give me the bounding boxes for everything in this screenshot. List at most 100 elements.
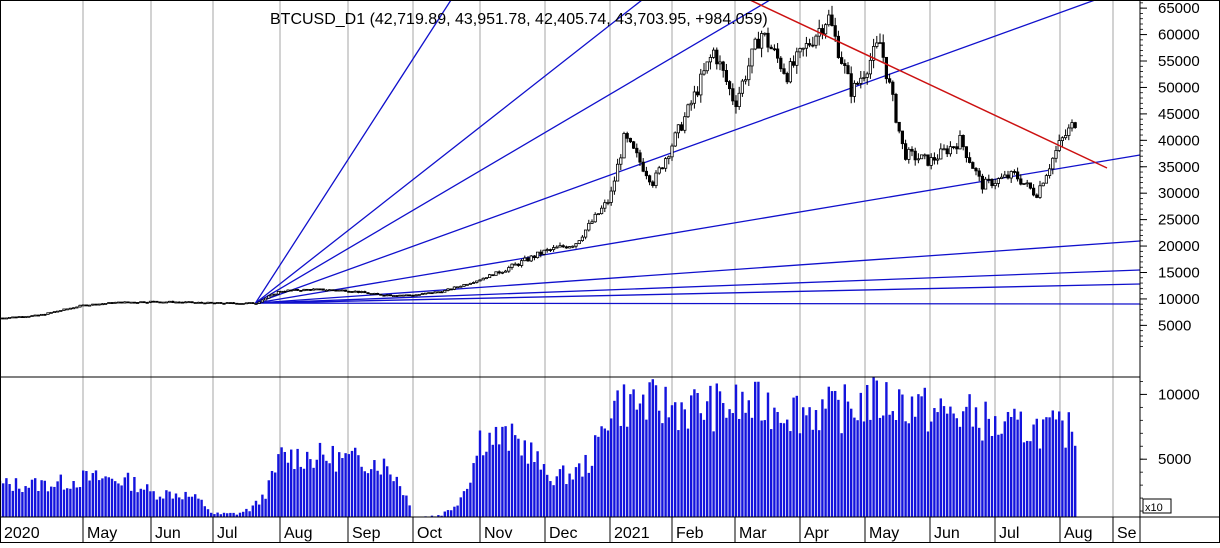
candle-body bbox=[124, 302, 126, 303]
volume-bar bbox=[479, 430, 481, 517]
candle-body bbox=[418, 294, 420, 295]
volume-bar bbox=[661, 423, 663, 517]
candle-body bbox=[405, 295, 407, 296]
volume-bar bbox=[860, 393, 862, 517]
volume-bar bbox=[21, 492, 23, 517]
candle-body bbox=[610, 191, 612, 202]
candle-body bbox=[645, 171, 647, 175]
volume-bar bbox=[495, 427, 497, 517]
candle-body bbox=[591, 222, 593, 224]
volume-bar bbox=[754, 382, 756, 517]
volume-bar bbox=[15, 478, 17, 517]
candle-body bbox=[527, 258, 529, 261]
candle-body bbox=[37, 315, 39, 316]
volume-bar bbox=[844, 384, 846, 517]
volume-bar bbox=[632, 389, 634, 517]
candle-body bbox=[15, 317, 17, 318]
volume-bar bbox=[386, 466, 388, 517]
volume-bar bbox=[1061, 421, 1063, 517]
volume-bar bbox=[741, 392, 743, 517]
candle-body bbox=[220, 302, 222, 303]
candle-body bbox=[767, 33, 769, 47]
volume-bar bbox=[594, 435, 596, 517]
volume-bar bbox=[1032, 425, 1034, 517]
volume-bar bbox=[706, 401, 708, 517]
volume-bar bbox=[274, 472, 276, 517]
volume-bar bbox=[242, 512, 244, 517]
candle-body bbox=[248, 303, 250, 304]
candle-body bbox=[578, 241, 580, 244]
volume-bar bbox=[460, 497, 462, 517]
volume-bar bbox=[684, 409, 686, 517]
gann-fan-line bbox=[255, 0, 770, 303]
volume-bar bbox=[1058, 411, 1060, 517]
candle-body bbox=[786, 73, 788, 81]
volume-bar bbox=[447, 510, 449, 517]
candle-body bbox=[92, 304, 94, 305]
candle-body bbox=[204, 303, 206, 304]
volume-bar bbox=[831, 391, 833, 517]
volume-bar bbox=[168, 492, 170, 517]
volume-bar bbox=[760, 421, 762, 517]
volume-bar bbox=[757, 382, 759, 517]
time-tick-label: Se bbox=[1117, 525, 1137, 542]
volume-bar bbox=[533, 462, 535, 517]
volume-bar bbox=[805, 415, 807, 517]
candle-body bbox=[424, 293, 426, 294]
volume-bar bbox=[828, 387, 830, 517]
candle-body bbox=[1055, 150, 1057, 158]
volume-bar bbox=[143, 490, 145, 517]
candle-body bbox=[274, 294, 276, 295]
candle-body bbox=[575, 244, 577, 247]
candle-body bbox=[53, 312, 55, 313]
volume-bar bbox=[389, 474, 391, 517]
candle-body bbox=[850, 74, 852, 97]
candle-body bbox=[732, 89, 734, 101]
volume-bar bbox=[501, 427, 503, 517]
volume-bar bbox=[405, 496, 407, 517]
candle-body bbox=[530, 256, 532, 261]
volume-bar bbox=[53, 487, 55, 517]
volume-bar bbox=[88, 480, 90, 517]
volume-bar bbox=[994, 416, 996, 517]
candle-body bbox=[898, 122, 900, 131]
candle-body bbox=[677, 125, 679, 133]
volume-bar bbox=[962, 411, 964, 517]
volume-bar bbox=[133, 477, 135, 517]
price-tick-label: 65000 bbox=[1158, 0, 1200, 17]
candle-body bbox=[284, 291, 286, 292]
gann-fan-line bbox=[255, 303, 1140, 304]
candle-body bbox=[296, 289, 298, 290]
candle-body bbox=[997, 179, 999, 184]
volume-bar bbox=[674, 402, 676, 517]
candle-body bbox=[309, 289, 311, 290]
volume-bar bbox=[12, 491, 14, 517]
time-tick-label: Mar bbox=[739, 525, 767, 542]
candle-body bbox=[34, 315, 36, 316]
trendline bbox=[750, 0, 1107, 168]
candle-body bbox=[1068, 128, 1070, 136]
volume-bar bbox=[181, 499, 183, 517]
volume-bar bbox=[396, 477, 398, 517]
candle-body bbox=[66, 309, 68, 310]
volume-bar bbox=[498, 444, 500, 517]
volume-bar bbox=[2, 483, 4, 517]
volume-bar bbox=[879, 418, 881, 517]
candle-body bbox=[463, 284, 465, 286]
time-tick-label: Jul bbox=[999, 525, 1019, 542]
candle-body bbox=[63, 309, 65, 310]
volume-bar bbox=[732, 413, 734, 517]
volume-bar bbox=[991, 436, 993, 517]
volume-bar bbox=[56, 481, 58, 517]
candle-body bbox=[1074, 123, 1076, 128]
volume-bar bbox=[82, 471, 84, 517]
volume-bar bbox=[130, 491, 132, 517]
volume-bar bbox=[357, 455, 359, 517]
volume-bar bbox=[508, 451, 510, 517]
volume-bar bbox=[773, 408, 775, 517]
price-tick-label: 60000 bbox=[1158, 27, 1200, 44]
volume-bar bbox=[207, 509, 209, 517]
candle-body bbox=[392, 296, 394, 297]
candle-body bbox=[2, 318, 4, 319]
time-tick-label: Aug bbox=[284, 525, 312, 542]
